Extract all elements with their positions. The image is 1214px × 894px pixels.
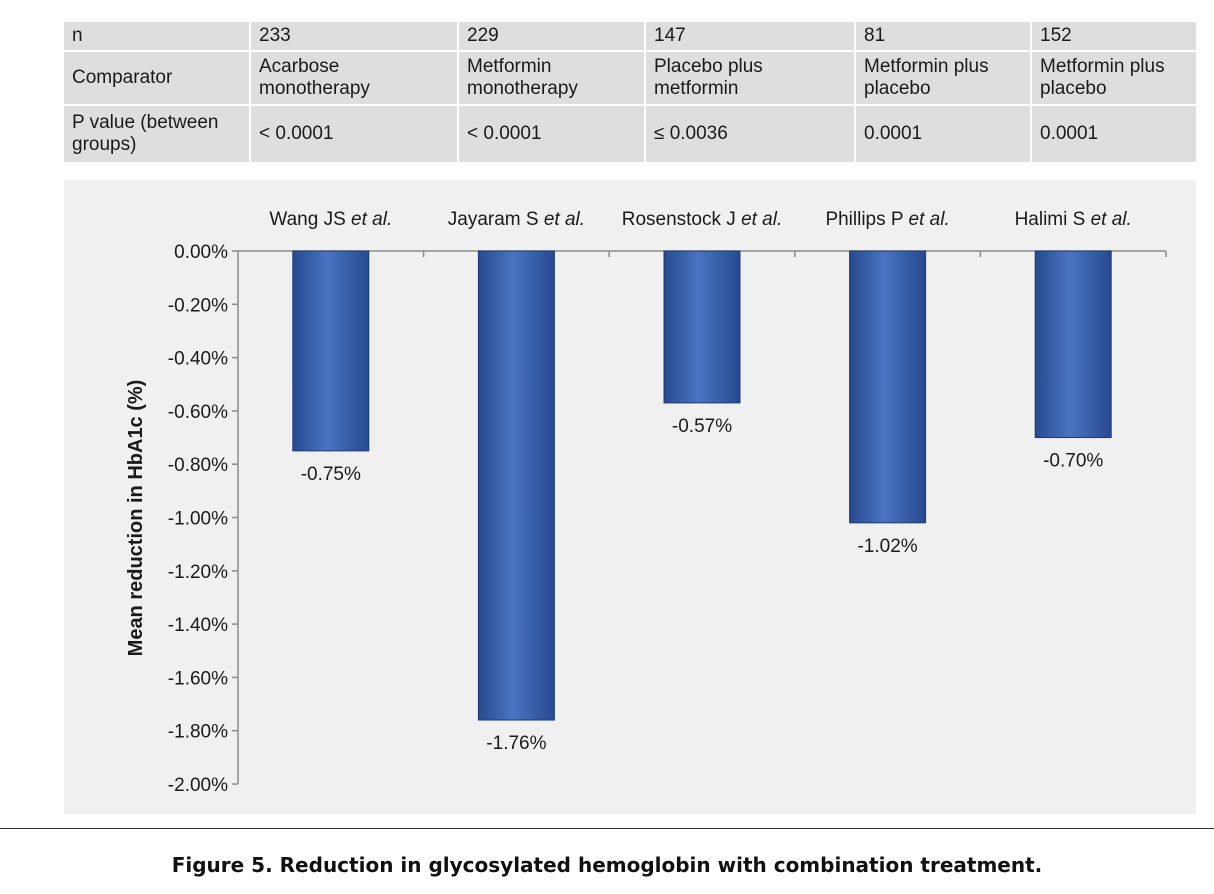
category-label: Phillips P et al. — [825, 209, 949, 230]
y-tick-label: 0.00% — [174, 242, 228, 263]
y-tick-label: -0.40% — [168, 349, 228, 370]
data-label: -0.75% — [301, 464, 361, 485]
figure-caption: Figure 5. Reduction in glycosylated hemo… — [171, 853, 1043, 877]
bar — [849, 250, 927, 524]
data-label: -0.70% — [1043, 451, 1103, 472]
table-row: n 233 229 147 81 152 — [64, 22, 1196, 52]
table-cell: 152 — [1032, 22, 1196, 52]
y-tick-label: -0.80% — [168, 455, 228, 476]
table-cell: < 0.0001 — [251, 106, 459, 162]
y-axis-title: Mean reduction in HbA1c (%) — [125, 380, 147, 657]
table-cell: 0.0001 — [1032, 106, 1196, 162]
summary-table: n 233 229 147 81 152 Comparator Acarbose… — [64, 22, 1196, 162]
table-cell: 233 — [251, 22, 459, 52]
y-tick-label: -1.40% — [168, 615, 228, 636]
chart-background — [64, 180, 1196, 814]
table-cell: Metformin plus placebo — [1032, 52, 1196, 106]
row-label-p-value: P value (between groups) — [64, 106, 251, 162]
table-cell: Placebo plus metformin — [646, 52, 856, 106]
table-cell: Acarbose monotherapy — [251, 52, 459, 106]
y-tick-label: -1.80% — [168, 722, 228, 743]
table-cell: Metformin monotherapy — [459, 52, 646, 106]
bar — [477, 250, 555, 721]
data-label: -1.76% — [486, 733, 546, 754]
category-label: Rosenstock J et al. — [622, 209, 783, 230]
bar — [1034, 250, 1112, 439]
bar — [292, 250, 370, 452]
caption-divider — [0, 828, 1214, 829]
y-tick-label: -1.20% — [168, 562, 228, 583]
table-row: P value (between groups) < 0.0001 < 0.00… — [64, 106, 1196, 162]
category-label: Wang JS et al. — [269, 209, 392, 230]
row-label-n: n — [64, 22, 251, 52]
table-cell: < 0.0001 — [459, 106, 646, 162]
table-cell: 0.0001 — [856, 106, 1032, 162]
category-label: Halimi S et al. — [1015, 209, 1132, 230]
table-row: Comparator Acarbose monotherapy Metformi… — [64, 52, 1196, 106]
table-cell: ≤ 0.0036 — [646, 106, 856, 162]
data-label: -1.02% — [857, 536, 917, 557]
table-cell: 81 — [856, 22, 1032, 52]
bar — [663, 250, 741, 404]
table-cell: Metformin plus placebo — [856, 52, 1032, 106]
y-tick-label: -0.60% — [168, 402, 228, 423]
bar-chart: 0.00% -0.20% -0.40% -0.60% -0.80% -1.00% -1.20… — [125, 209, 1167, 796]
row-label-comparator: Comparator — [64, 52, 251, 106]
y-tick-label: -2.00% — [168, 775, 228, 796]
table-cell: 147 — [646, 22, 856, 52]
category-label: Jayaram S et al. — [448, 209, 585, 230]
table-cell: 229 — [459, 22, 646, 52]
y-tick-label: -1.60% — [168, 668, 228, 689]
data-label: -0.57% — [672, 416, 732, 437]
y-tick-label: -1.00% — [168, 509, 228, 530]
y-tick-label: -0.20% — [168, 295, 228, 316]
